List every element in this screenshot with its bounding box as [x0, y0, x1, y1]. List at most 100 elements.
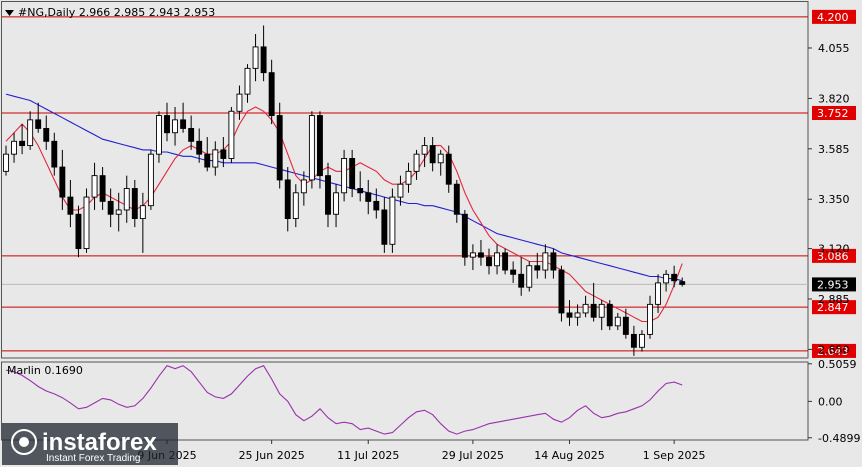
candle-body: [204, 153, 211, 168]
candle: [19, 124, 26, 155]
candle-body: [212, 149, 219, 168]
candle-body: [115, 209, 122, 215]
candle-body: [357, 188, 364, 194]
candle: [679, 277, 686, 287]
candle: [397, 175, 404, 206]
candle-body: [27, 119, 34, 147]
candle-body: [453, 183, 460, 215]
last-price-badge: [812, 277, 856, 292]
triangle-down-icon[interactable]: [5, 10, 14, 16]
x-tick-label: 11 Jul 2025: [337, 449, 399, 462]
candle-body: [679, 281, 686, 285]
candle-body: [582, 303, 589, 314]
candle: [647, 295, 653, 339]
candle-body: [542, 252, 549, 271]
candle: [574, 304, 581, 326]
candle: [300, 171, 307, 206]
candle: [317, 111, 323, 189]
candle: [373, 188, 380, 219]
osc-y-tick-label: 0.00: [818, 395, 843, 408]
candle: [27, 111, 34, 150]
candle-body: [19, 140, 26, 147]
candle: [131, 179, 138, 228]
candle: [3, 145, 9, 176]
candle: [445, 145, 452, 193]
candle: [11, 132, 18, 163]
candle-body: [365, 192, 372, 202]
candle-body: [123, 188, 130, 211]
oscillator-panel: [5, 365, 683, 435]
watermark-bg: [2, 423, 178, 465]
x-tick-label: 14 Aug 2025: [534, 449, 604, 462]
candle-body: [51, 140, 58, 168]
candle: [566, 300, 573, 326]
watermark: instaforex Instant Forex Trading: [2, 423, 178, 465]
candle: [196, 128, 203, 163]
price-level-badge: [812, 105, 856, 120]
candle-body: [486, 256, 492, 267]
candle-body: [349, 158, 356, 189]
watermark-brand: instaforex: [42, 429, 157, 456]
candle: [413, 149, 420, 180]
candle: [405, 162, 412, 193]
candle: [325, 162, 331, 228]
y-tick-label: 3.120: [818, 243, 850, 256]
price-level-label: 2.643: [817, 345, 849, 358]
price-level-label: 3.086: [817, 250, 849, 263]
candle: [236, 85, 243, 120]
candle: [172, 106, 179, 146]
candle-body: [59, 166, 66, 198]
candle-body: [590, 303, 597, 318]
candle: [494, 244, 500, 275]
candle-body: [639, 333, 645, 348]
candle: [83, 188, 90, 253]
candle-body: [663, 273, 670, 284]
candle-body: [655, 282, 661, 305]
y-tick-label: 2.885: [818, 293, 850, 306]
candle-body: [67, 196, 74, 215]
price-level-badge: [812, 9, 856, 24]
candle: [147, 149, 154, 210]
candle: [244, 64, 251, 103]
candle-body: [413, 153, 420, 172]
x-tick-label: 1 Sep 2025: [643, 449, 706, 462]
candle-body: [292, 192, 299, 219]
price-level-badge: [812, 248, 856, 263]
y-tick-label: 3.350: [818, 193, 850, 206]
y-tick-label: 3.820: [818, 92, 850, 105]
candle: [461, 209, 468, 266]
candle-body: [405, 170, 412, 185]
chart-symbol-timeframe: #NG,Daily: [18, 6, 76, 19]
candle: [292, 184, 299, 228]
candle-body: [43, 127, 50, 142]
candle-body: [244, 67, 251, 95]
candle: [99, 167, 106, 210]
candle-body: [445, 153, 452, 185]
candle: [308, 111, 315, 189]
oscillator-title: Marlin 0.1690: [7, 364, 83, 377]
candle: [212, 141, 219, 176]
candle-body: [630, 333, 637, 348]
candle-body: [260, 46, 267, 74]
candle-body: [566, 312, 573, 318]
candle: [453, 179, 460, 223]
candle: [469, 244, 476, 271]
candle-body: [389, 196, 396, 245]
candle-body: [381, 209, 388, 245]
candles: [3, 25, 686, 356]
candle-body: [325, 175, 331, 215]
candle-body: [341, 158, 348, 194]
candle: [598, 300, 605, 331]
candle: [75, 205, 82, 258]
candle-body: [3, 153, 9, 172]
axes: 4.055 3.820 3.585 3.350 3.120 2.885 2.650 0.505…: [137, 42, 860, 462]
candle: [558, 265, 565, 322]
candle-body: [284, 179, 291, 219]
candle-body: [300, 179, 307, 194]
candle-body: [188, 127, 195, 142]
candle: [139, 192, 146, 253]
candle-body: [333, 192, 339, 215]
y-tick-label: 4.055: [818, 42, 850, 55]
candle: [188, 115, 195, 150]
